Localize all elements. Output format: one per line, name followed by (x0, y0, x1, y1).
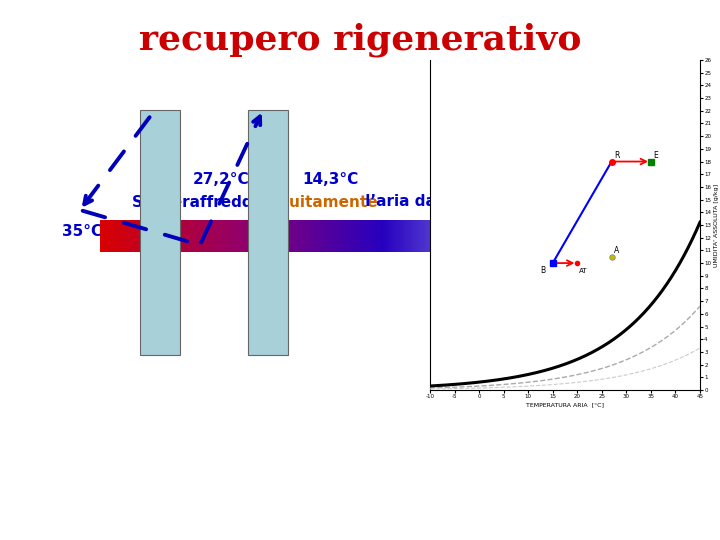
FancyArrowPatch shape (201, 117, 260, 242)
Text: 14,3°C: 14,3°C (302, 172, 359, 187)
Text: recupero rigenerativo: recupero rigenerativo (139, 23, 581, 57)
Text: 27,2°C: 27,2°C (193, 172, 250, 187)
Text: l’aria da: l’aria da (360, 194, 436, 210)
Text: 35°C: 35°C (62, 225, 102, 240)
FancyArrowPatch shape (84, 112, 153, 204)
Text: R: R (614, 151, 619, 160)
Text: gratuitamente: gratuitamente (253, 194, 377, 210)
X-axis label: TEMPERATURA ARIA  [°C]: TEMPERATURA ARIA [°C] (526, 402, 604, 407)
Bar (248, 110, 288, 355)
Y-axis label: UMIDITA' ASSOLUTA [g/kg]: UMIDITA' ASSOLUTA [g/kg] (714, 184, 719, 267)
Bar (140, 110, 180, 355)
Text: B: B (541, 266, 546, 275)
Text: E a R: E a R (242, 226, 289, 244)
FancyArrowPatch shape (83, 211, 197, 244)
Text: E: E (653, 151, 658, 160)
Text: A: A (614, 246, 619, 255)
Text: AT: AT (579, 268, 588, 274)
Text: Si preraffredda: Si preraffredda (132, 194, 269, 210)
Bar (435, 110, 475, 355)
Polygon shape (535, 201, 590, 271)
